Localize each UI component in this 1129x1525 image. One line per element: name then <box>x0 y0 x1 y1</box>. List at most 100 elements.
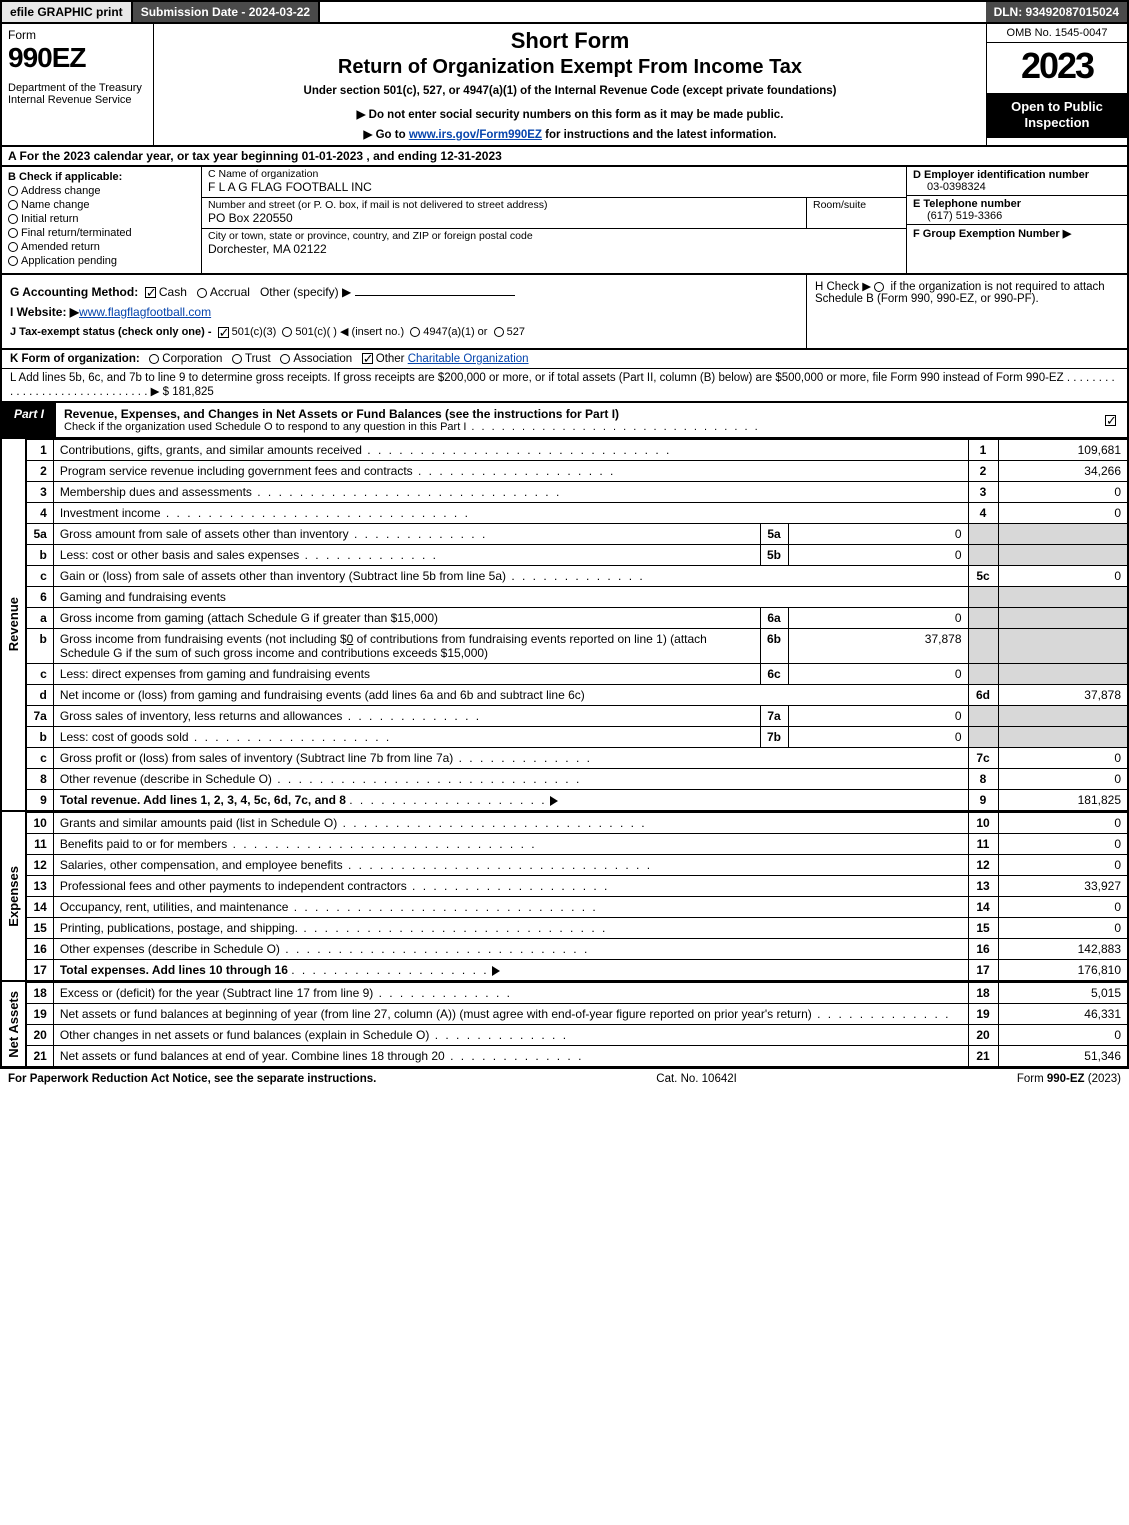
ln: 6 <box>26 587 53 608</box>
footer-right-pre: Form <box>1017 1073 1047 1085</box>
ghi-block: G Accounting Method: Cash Accrual Other … <box>0 275 1129 350</box>
revenue-side-label: Revenue <box>0 439 25 812</box>
desc: Total revenue. Add lines 1, 2, 3, 4, 5c,… <box>53 790 968 812</box>
chk-amended[interactable]: Amended return <box>8 241 195 253</box>
num: 20 <box>968 1025 998 1046</box>
line-6a: aGross income from gaming (attach Schedu… <box>26 608 1128 629</box>
num: 14 <box>968 897 998 918</box>
netassets-table: 18Excess or (deficit) for the year (Subt… <box>25 982 1129 1068</box>
netassets-section: Net Assets 18Excess or (deficit) for the… <box>0 982 1129 1068</box>
part-i-check[interactable] <box>1097 403 1127 437</box>
line-17: 17Total expenses. Add lines 10 through 1… <box>26 960 1128 982</box>
num: 1 <box>968 440 998 461</box>
mid-val: 0 <box>788 608 968 629</box>
val: 0 <box>998 482 1128 503</box>
j-501c3: 501(c)(3) <box>232 326 277 338</box>
mid-ln: 7b <box>760 727 788 748</box>
line-5a: 5aGross amount from sale of assets other… <box>26 524 1128 545</box>
e-value: (617) 519-3366 <box>913 210 1121 222</box>
g-cash: Cash <box>159 285 187 299</box>
irs-link[interactable]: www.irs.gov/Form990EZ <box>409 129 542 141</box>
line-i: I Website: ▶www.flagflagfootball.com <box>10 305 798 319</box>
chk-final[interactable]: Final return/terminated <box>8 227 195 239</box>
num: 17 <box>968 960 998 982</box>
kl-block: K Form of organization: Corporation Trus… <box>0 350 1129 403</box>
val: 0 <box>998 834 1128 855</box>
box-c: C Name of organization F L A G FLAG FOOT… <box>202 167 907 273</box>
subtitle-3: ▶ Go to www.irs.gov/Form990EZ for instru… <box>164 127 976 141</box>
line-5b: bLess: cost or other basis and sales exp… <box>26 545 1128 566</box>
radio-icon[interactable] <box>197 288 207 298</box>
row-a-period: A For the 2023 calendar year, or tax yea… <box>0 147 1129 167</box>
line-l: L Add lines 5b, 6c, and 7b to line 9 to … <box>2 369 1127 401</box>
num-shade <box>968 545 998 566</box>
radio-icon[interactable] <box>874 282 884 292</box>
submission-date-button[interactable]: Submission Date - 2024-03-22 <box>133 2 320 22</box>
chk-pending[interactable]: Application pending <box>8 255 195 267</box>
chk-name[interactable]: Name change <box>8 199 195 211</box>
part-i-label: Part I <box>2 403 56 437</box>
radio-icon[interactable] <box>410 327 420 337</box>
val-shade <box>998 608 1128 629</box>
line-6d: dNet income or (loss) from gaming and fu… <box>26 685 1128 706</box>
line-1: 1Contributions, gifts, grants, and simil… <box>26 440 1128 461</box>
radio-icon <box>8 214 18 224</box>
ln: 1 <box>26 440 53 461</box>
line-8: 8Other revenue (describe in Schedule O)8… <box>26 769 1128 790</box>
desc: Less: direct expenses from gaming and fu… <box>53 664 760 685</box>
line-16: 16Other expenses (describe in Schedule O… <box>26 939 1128 960</box>
radio-icon <box>8 200 18 210</box>
desc: Gross income from fundraising events (no… <box>53 629 760 664</box>
ln: a <box>26 608 53 629</box>
header-left: Form 990EZ Department of the Treasury In… <box>2 24 154 145</box>
line-7c: cGross profit or (loss) from sales of in… <box>26 748 1128 769</box>
line-3: 3Membership dues and assessments30 <box>26 482 1128 503</box>
num: 18 <box>968 983 998 1004</box>
chk-initial[interactable]: Initial return <box>8 213 195 225</box>
desc: Contributions, gifts, grants, and simila… <box>53 440 968 461</box>
line-21: 21Net assets or fund balances at end of … <box>26 1046 1128 1068</box>
ln: 3 <box>26 482 53 503</box>
g-other-line[interactable] <box>355 295 515 296</box>
val: 0 <box>998 769 1128 790</box>
radio-icon[interactable] <box>280 354 290 364</box>
mid-ln: 6a <box>760 608 788 629</box>
box-b: B Check if applicable: Address change Na… <box>2 167 202 273</box>
num: 8 <box>968 769 998 790</box>
ln: 20 <box>26 1025 53 1046</box>
line-k: K Form of organization: Corporation Trus… <box>2 350 1127 369</box>
checkbox-icon[interactable] <box>145 287 156 298</box>
val: 0 <box>998 566 1128 587</box>
mid-val: 0 <box>788 545 968 566</box>
radio-icon[interactable] <box>494 327 504 337</box>
website-link[interactable]: www.flagflagfootball.com <box>79 305 211 319</box>
ln: 16 <box>26 939 53 960</box>
num: 6d <box>968 685 998 706</box>
g-accrual: Accrual <box>210 285 250 299</box>
num: 13 <box>968 876 998 897</box>
desc: Professional fees and other payments to … <box>53 876 968 897</box>
efile-print-button[interactable]: efile GRAPHIC print <box>2 2 133 22</box>
ln: b <box>26 727 53 748</box>
box-b-label: B Check if applicable: <box>8 171 122 183</box>
form-header: Form 990EZ Department of the Treasury In… <box>0 24 1129 147</box>
radio-icon[interactable] <box>149 354 159 364</box>
k-other-link[interactable]: Charitable Organization <box>408 353 529 365</box>
line-4: 4Investment income40 <box>26 503 1128 524</box>
val: 0 <box>998 855 1128 876</box>
val: 37,878 <box>998 685 1128 706</box>
radio-icon[interactable] <box>282 327 292 337</box>
val: 176,810 <box>998 960 1128 982</box>
checkbox-icon[interactable] <box>362 353 373 364</box>
expenses-table: 10Grants and similar amounts paid (list … <box>25 812 1129 982</box>
mid-ln: 5b <box>760 545 788 566</box>
line-14: 14Occupancy, rent, utilities, and mainte… <box>26 897 1128 918</box>
radio-icon[interactable] <box>232 354 242 364</box>
val-shade <box>998 524 1128 545</box>
row-a-pre: A For the 2023 calendar year, or tax yea… <box>8 149 302 163</box>
ln: 17 <box>26 960 53 982</box>
chk-address[interactable]: Address change <box>8 185 195 197</box>
desc: Occupancy, rent, utilities, and maintena… <box>53 897 968 918</box>
checkbox-icon[interactable] <box>218 327 229 338</box>
desc: Gain or (loss) from sale of assets other… <box>53 566 968 587</box>
